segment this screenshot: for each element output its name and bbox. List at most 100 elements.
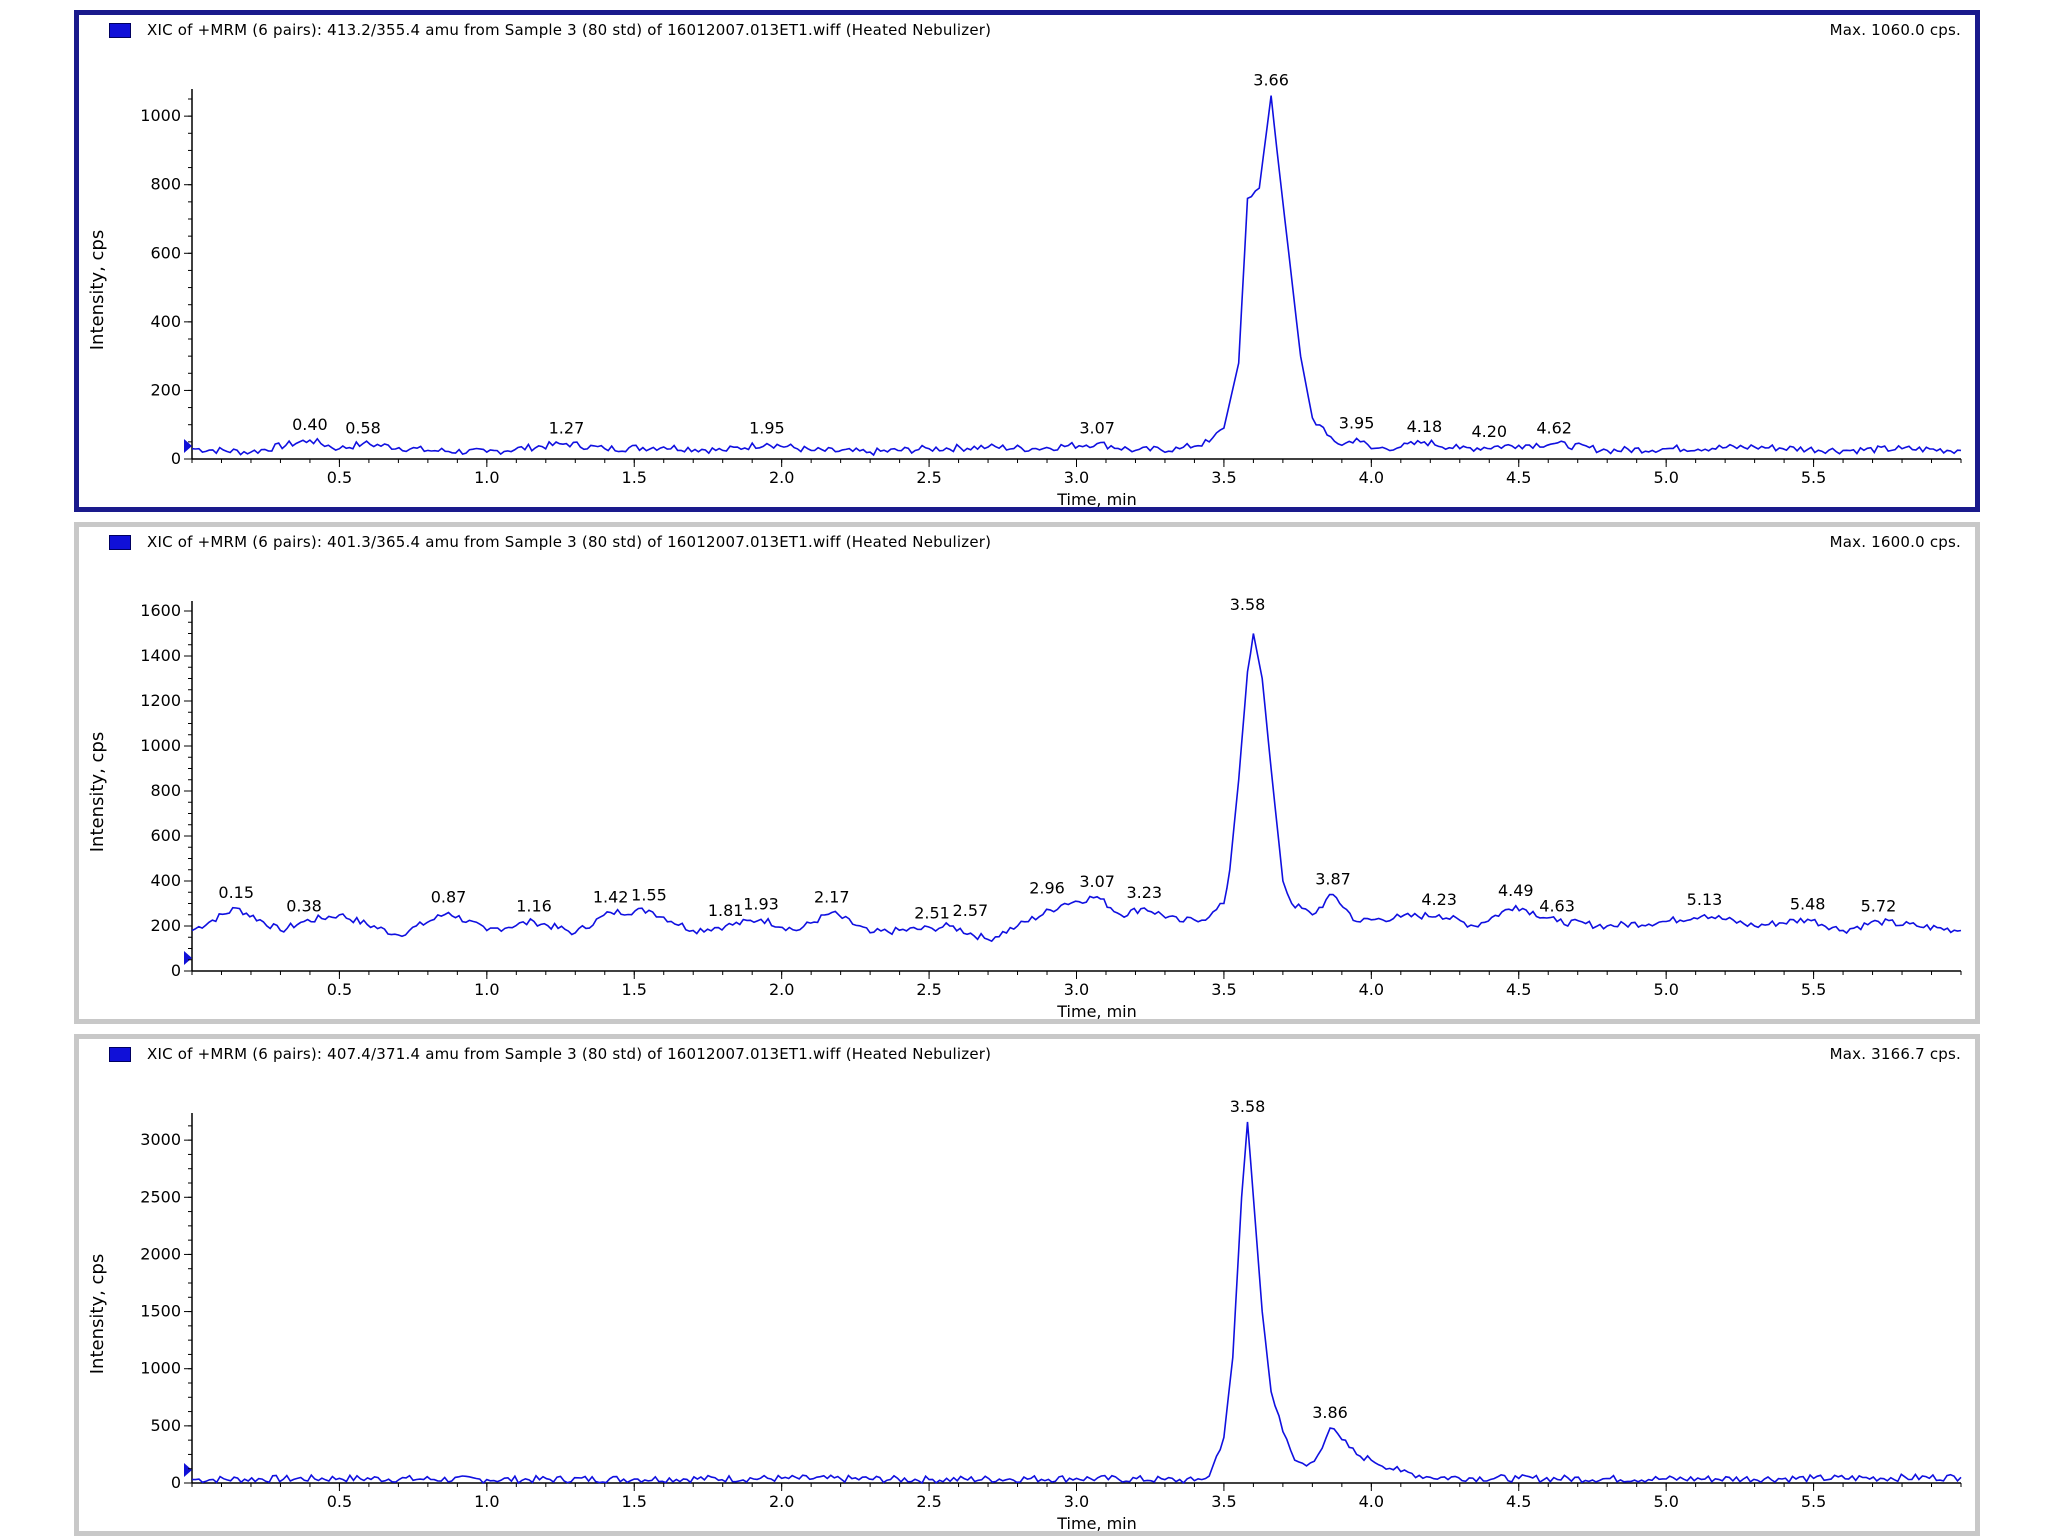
x-tick-label: 1.5 (622, 1492, 647, 1511)
x-tick-label: 1.5 (622, 980, 647, 999)
x-tick-label: 3.0 (1064, 468, 1089, 487)
baseline-marker-icon (184, 1463, 192, 1477)
y-axis-label: Intensity, cps (87, 230, 108, 351)
y-tick-label: 3000 (140, 1130, 181, 1149)
y-tick-label: 500 (150, 1416, 181, 1435)
peak-label: 0.38 (286, 897, 322, 916)
peak-label: 2.96 (1029, 879, 1065, 898)
chromatogram-panel-1[interactable]: XIC of +MRM (6 pairs): 413.2/355.4 amu f… (74, 10, 1980, 512)
peak-label: 0.15 (218, 883, 254, 902)
x-tick-label: 0.5 (327, 1492, 352, 1511)
y-tick-label: 400 (150, 871, 181, 890)
peak-label: 3.95 (1339, 413, 1375, 432)
y-tick-label: 0 (171, 449, 181, 468)
chart-plot[interactable]: Intensity, cps Time, min 0.5 1.0 1.5 2.0 2.5… (79, 15, 1975, 507)
peak-label: 2.57 (953, 901, 989, 920)
chart-plot[interactable]: Intensity, cps Time, min 0.5 1.0 1.5 2.0 2.5… (79, 527, 1975, 1019)
y-tick-label: 1600 (140, 601, 181, 620)
peak-label: 4.20 (1471, 422, 1507, 441)
peak-label: 5.48 (1790, 894, 1826, 913)
peak-label: 2.51 (914, 903, 950, 922)
peak-label: 0.40 (292, 415, 328, 434)
y-tick-label: 400 (150, 312, 181, 331)
x-tick-label: 0.5 (327, 468, 352, 487)
y-tick-label: 1000 (140, 106, 181, 125)
peak-label: 1.55 (631, 885, 667, 904)
x-tick-label: 2.5 (916, 980, 941, 999)
trace-color-icon (109, 23, 131, 38)
y-tick-label: 1000 (140, 1359, 181, 1378)
x-tick-label: 4.5 (1506, 468, 1531, 487)
y-tick-label: 0 (171, 961, 181, 980)
x-tick-label: 3.5 (1211, 1492, 1236, 1511)
peak-label: 2.17 (814, 888, 850, 907)
peak-label: 4.49 (1498, 881, 1534, 900)
y-axis-label: Intensity, cps (87, 1254, 108, 1375)
peak-label: 3.66 (1253, 71, 1289, 90)
x-tick-label: 4.5 (1506, 1492, 1531, 1511)
x-tick-label: 1.5 (622, 468, 647, 487)
y-tick-label: 200 (150, 380, 181, 399)
panel-title: XIC of +MRM (6 pairs): 401.3/365.4 amu f… (147, 533, 992, 551)
data-series-line (191, 633, 1962, 943)
x-tick-label: 5.5 (1801, 468, 1826, 487)
x-tick-label: 1.0 (474, 468, 499, 487)
x-tick-label: 2.5 (916, 468, 941, 487)
peak-label: 3.07 (1079, 419, 1115, 438)
y-tick-label: 1500 (140, 1302, 181, 1321)
x-tick-label: 5.0 (1653, 1492, 1678, 1511)
peak-label: 1.16 (516, 897, 552, 916)
y-tick-label: 1000 (140, 736, 181, 755)
trace-color-icon (109, 1047, 131, 1062)
y-axis-label: Intensity, cps (87, 732, 108, 853)
x-tick-label: 5.5 (1801, 1492, 1826, 1511)
x-tick-label: 4.0 (1359, 468, 1384, 487)
y-tick-label: 2000 (140, 1244, 181, 1263)
peak-label: 5.13 (1687, 890, 1723, 909)
y-tick-label: 200 (150, 916, 181, 935)
peak-label: 3.07 (1079, 872, 1115, 891)
peak-label: 1.81 (708, 901, 744, 920)
x-tick-label: 2.0 (769, 468, 794, 487)
peak-label: 0.87 (431, 888, 467, 907)
peak-label: 3.58 (1230, 595, 1266, 614)
x-axis-label: Time, min (1056, 490, 1137, 507)
x-tick-label: 5.0 (1653, 980, 1678, 999)
peak-label: 4.62 (1536, 419, 1572, 438)
peak-label: 5.72 (1861, 897, 1897, 916)
x-tick-label: 3.0 (1064, 980, 1089, 999)
baseline-marker-icon (184, 951, 192, 965)
x-tick-label: 1.0 (474, 980, 499, 999)
panel-title: XIC of +MRM (6 pairs): 407.4/371.4 amu f… (147, 1045, 992, 1063)
peak-label: 3.86 (1312, 1403, 1348, 1422)
peak-label: 3.23 (1126, 883, 1162, 902)
y-tick-label: 600 (150, 243, 181, 262)
max-intensity-label: Max. 1600.0 cps. (1829, 533, 1961, 551)
x-tick-label: 4.0 (1359, 980, 1384, 999)
data-series-line (192, 1121, 1962, 1485)
panel-title: XIC of +MRM (6 pairs): 413.2/355.4 amu f… (147, 21, 992, 39)
y-tick-label: 0 (171, 1473, 181, 1492)
x-tick-label: 5.5 (1801, 980, 1826, 999)
peak-label: 1.42 (593, 888, 629, 907)
chromatogram-panel-2[interactable]: XIC of +MRM (6 pairs): 401.3/365.4 amu f… (74, 522, 1980, 1024)
max-intensity-label: Max. 3166.7 cps. (1829, 1045, 1961, 1063)
peak-label: 3.58 (1230, 1097, 1266, 1116)
peak-label: 1.95 (749, 419, 785, 438)
x-tick-label: 3.5 (1211, 980, 1236, 999)
x-tick-label: 3.0 (1064, 1492, 1089, 1511)
y-tick-label: 1400 (140, 646, 181, 665)
y-tick-label: 1200 (140, 691, 181, 710)
y-tick-label: 600 (150, 826, 181, 845)
x-tick-label: 2.0 (769, 1492, 794, 1511)
chart-plot[interactable]: Intensity, cps Time, min 0.5 1.0 1.5 2.0 2.5… (79, 1039, 1975, 1531)
peak-label: 0.58 (345, 419, 381, 438)
y-tick-label: 800 (150, 781, 181, 800)
peak-label: 4.63 (1539, 897, 1575, 916)
peak-label: 1.27 (549, 419, 585, 438)
x-tick-label: 4.5 (1506, 980, 1531, 999)
peak-label: 4.18 (1407, 417, 1443, 436)
x-tick-label: 0.5 (327, 980, 352, 999)
chromatogram-panel-3[interactable]: XIC of +MRM (6 pairs): 407.4/371.4 amu f… (74, 1034, 1980, 1536)
x-tick-label: 5.0 (1653, 468, 1678, 487)
